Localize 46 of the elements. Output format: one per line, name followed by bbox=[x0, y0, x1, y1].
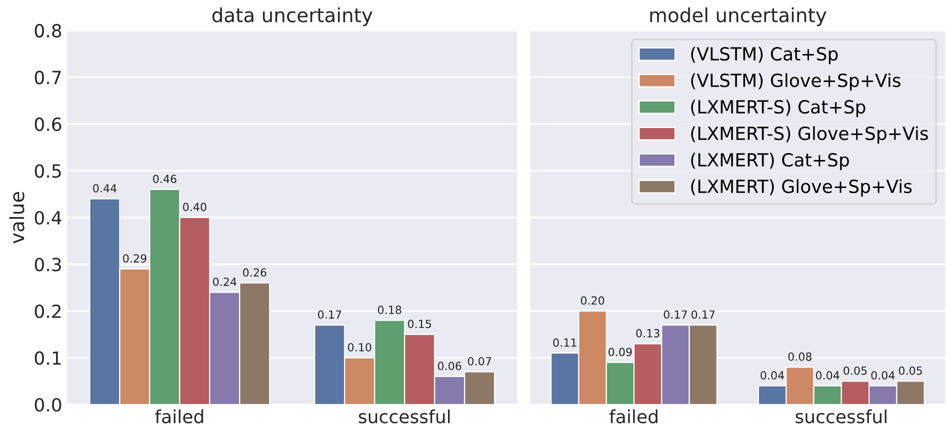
x-tick-label: successful bbox=[358, 409, 450, 424]
data-label: 0.04 bbox=[816, 371, 840, 380]
data-label: 0.08 bbox=[788, 352, 812, 361]
legend-label: (LXMERT) Cat+Sp bbox=[691, 152, 849, 170]
data-label: 0.18 bbox=[378, 306, 402, 314]
data-label: 0.17 bbox=[664, 310, 687, 319]
data-label: 0.05 bbox=[844, 366, 867, 375]
y-tick-label: 0.0 bbox=[34, 398, 62, 412]
y-tick-label: 0.5 bbox=[34, 164, 61, 178]
y-tick-label: 0.8 bbox=[34, 24, 62, 38]
x-tick-label: successful bbox=[796, 409, 886, 424]
legend-label: (LXMERT-S) Cat+Sp bbox=[691, 100, 866, 118]
data-label: 0.46 bbox=[153, 174, 176, 184]
y-axis-title: value bbox=[9, 192, 24, 244]
data-label: 0.09 bbox=[608, 348, 632, 356]
data-label: 0.44 bbox=[93, 184, 116, 192]
chart-title: data uncertainty bbox=[212, 7, 372, 26]
y-tick-label: 0.4 bbox=[34, 210, 62, 225]
x-tick-label: failed bbox=[609, 409, 658, 424]
y-tick-label: 0.6 bbox=[34, 117, 62, 132]
data-label: 0.04 bbox=[760, 371, 784, 380]
data-label: 0.24 bbox=[213, 278, 236, 286]
x-tick-label: failed bbox=[155, 409, 204, 424]
data-label: 0.40 bbox=[183, 202, 206, 212]
data-label: 0.07 bbox=[468, 357, 491, 366]
data-label: 0.11 bbox=[553, 338, 576, 347]
data-label: 0.17 bbox=[318, 310, 342, 319]
data-label: 0.17 bbox=[692, 310, 715, 319]
chart-title: model uncertainty bbox=[650, 7, 826, 26]
y-tick-label: 0.7 bbox=[34, 70, 61, 84]
y-tick-label: 0.1 bbox=[34, 351, 61, 365]
data-label: 0.06 bbox=[438, 362, 462, 370]
data-label: 0.04 bbox=[871, 371, 895, 380]
data-label: 0.15 bbox=[408, 320, 431, 328]
data-label: 0.26 bbox=[243, 268, 266, 277]
data-label: 0.29 bbox=[123, 254, 146, 263]
data-label: 0.13 bbox=[636, 329, 660, 338]
legend-label: (VLSTM) Glove+Sp+Vis bbox=[691, 73, 900, 91]
y-tick-label: 0.2 bbox=[34, 304, 61, 318]
legend-label: (LXMERT-S) Glove+Sp+Vis bbox=[691, 126, 928, 144]
legend-label: (LXMERT) Glove+Sp+Vis bbox=[691, 179, 912, 197]
data-label: 0.20 bbox=[580, 296, 604, 305]
y-tick-label: 0.3 bbox=[34, 258, 61, 272]
data-label: 0.10 bbox=[348, 343, 372, 352]
legend-label: (VLSTM) Cat+Sp bbox=[691, 46, 838, 64]
data-label: 0.05 bbox=[898, 366, 922, 375]
